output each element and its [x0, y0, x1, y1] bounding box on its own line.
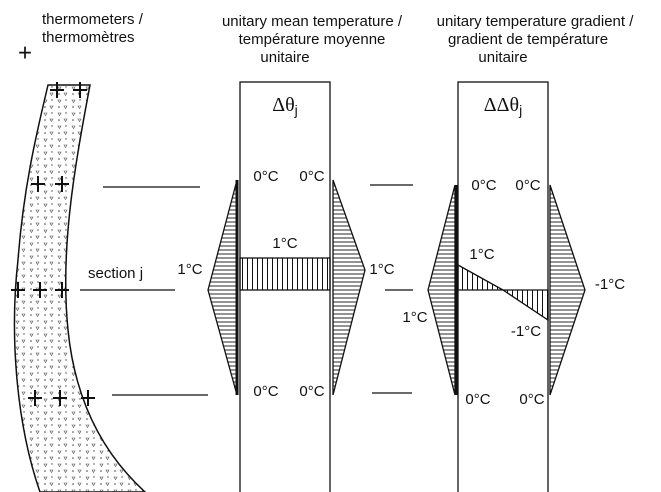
uniform-block — [240, 258, 330, 290]
label: 1°C — [369, 261, 394, 278]
triangle — [208, 180, 237, 395]
panel-title: température moyenne — [239, 31, 386, 48]
label: 0°C — [253, 383, 278, 400]
label: 0°C — [253, 168, 278, 185]
triangle — [550, 185, 585, 395]
beam — [14, 85, 145, 492]
label: 0°C — [471, 177, 496, 194]
diagram: + thermometers / thermomètres section j … — [0, 0, 661, 492]
gradient-block — [503, 290, 548, 320]
legend-symbol: + — [18, 39, 32, 66]
label: 0°C — [465, 391, 490, 408]
label: 1°C — [402, 309, 427, 326]
panel-title: unitary temperature gradient / — [437, 13, 635, 30]
label: -1°C — [511, 323, 541, 340]
label: 0°C — [515, 177, 540, 194]
legend-text: thermometers / — [42, 11, 144, 28]
panel-title: gradient de température — [448, 31, 608, 48]
triangle — [428, 185, 455, 395]
section-label: section j — [88, 265, 143, 282]
label: 1°C — [177, 261, 202, 278]
panel-title: unitaire — [260, 49, 309, 66]
panel-symbol: ΔΔθj — [484, 94, 522, 118]
label: 1°C — [272, 235, 297, 252]
label: 0°C — [299, 383, 324, 400]
label: 1°C — [469, 246, 494, 263]
panel-title: unitaire — [478, 49, 527, 66]
triangle — [333, 180, 365, 395]
label: 0°C — [519, 391, 544, 408]
label: 0°C — [299, 168, 324, 185]
label: -1°C — [595, 276, 625, 293]
gradient-block — [458, 265, 503, 290]
panel-symbol: Δθj — [272, 94, 298, 118]
legend-text: thermomètres — [42, 29, 135, 46]
panel-title: unitary mean temperature / — [222, 13, 403, 30]
